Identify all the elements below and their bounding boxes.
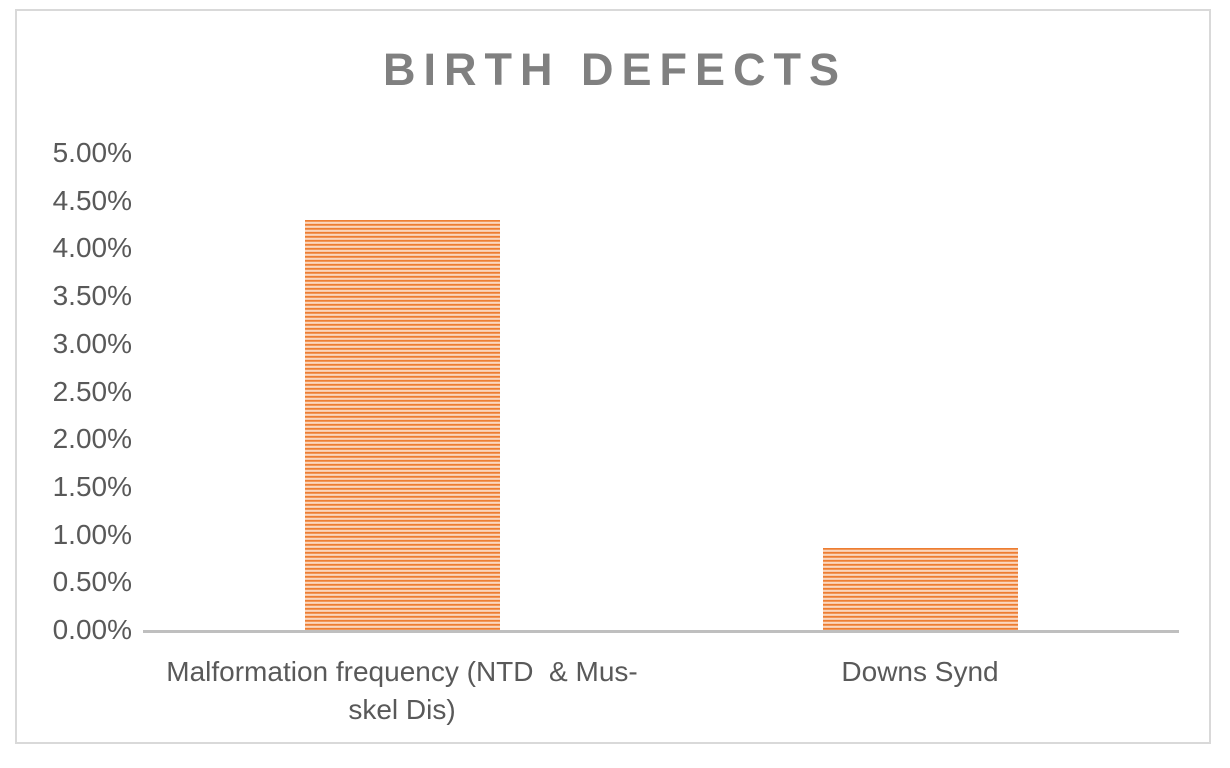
y-tick-label: 4.50% xyxy=(52,184,132,216)
y-axis-tick-labels: 0.00% 0.50% 1.00% 1.50% 2.00% 2.50% 3.00% 3.50%… xyxy=(30,0,132,768)
bar xyxy=(305,220,500,630)
y-tick-label: 2.50% xyxy=(52,375,132,407)
y-tick-label: 1.50% xyxy=(52,470,132,502)
x-category-label: Malformation frequency (NTD & Mus- skel … xyxy=(166,656,638,725)
bar xyxy=(823,548,1018,630)
y-tick-label: 1.00% xyxy=(52,518,132,550)
y-tick-label: 0.50% xyxy=(52,566,132,598)
chart-area-border xyxy=(15,9,1211,744)
y-tick-label: 5.00% xyxy=(52,137,132,168)
x-category-label: Downs Synd xyxy=(841,656,999,687)
y-tick-label: 4.00% xyxy=(52,232,132,264)
chart-title: BIRTH DEFECTS xyxy=(383,44,847,95)
y-tick-label: 2.00% xyxy=(52,423,132,455)
x-axis-line xyxy=(143,630,1179,633)
y-tick-label: 0.00% xyxy=(52,614,132,645)
y-tick-label: 3.00% xyxy=(52,327,132,359)
y-tick-label: 3.50% xyxy=(52,280,132,312)
